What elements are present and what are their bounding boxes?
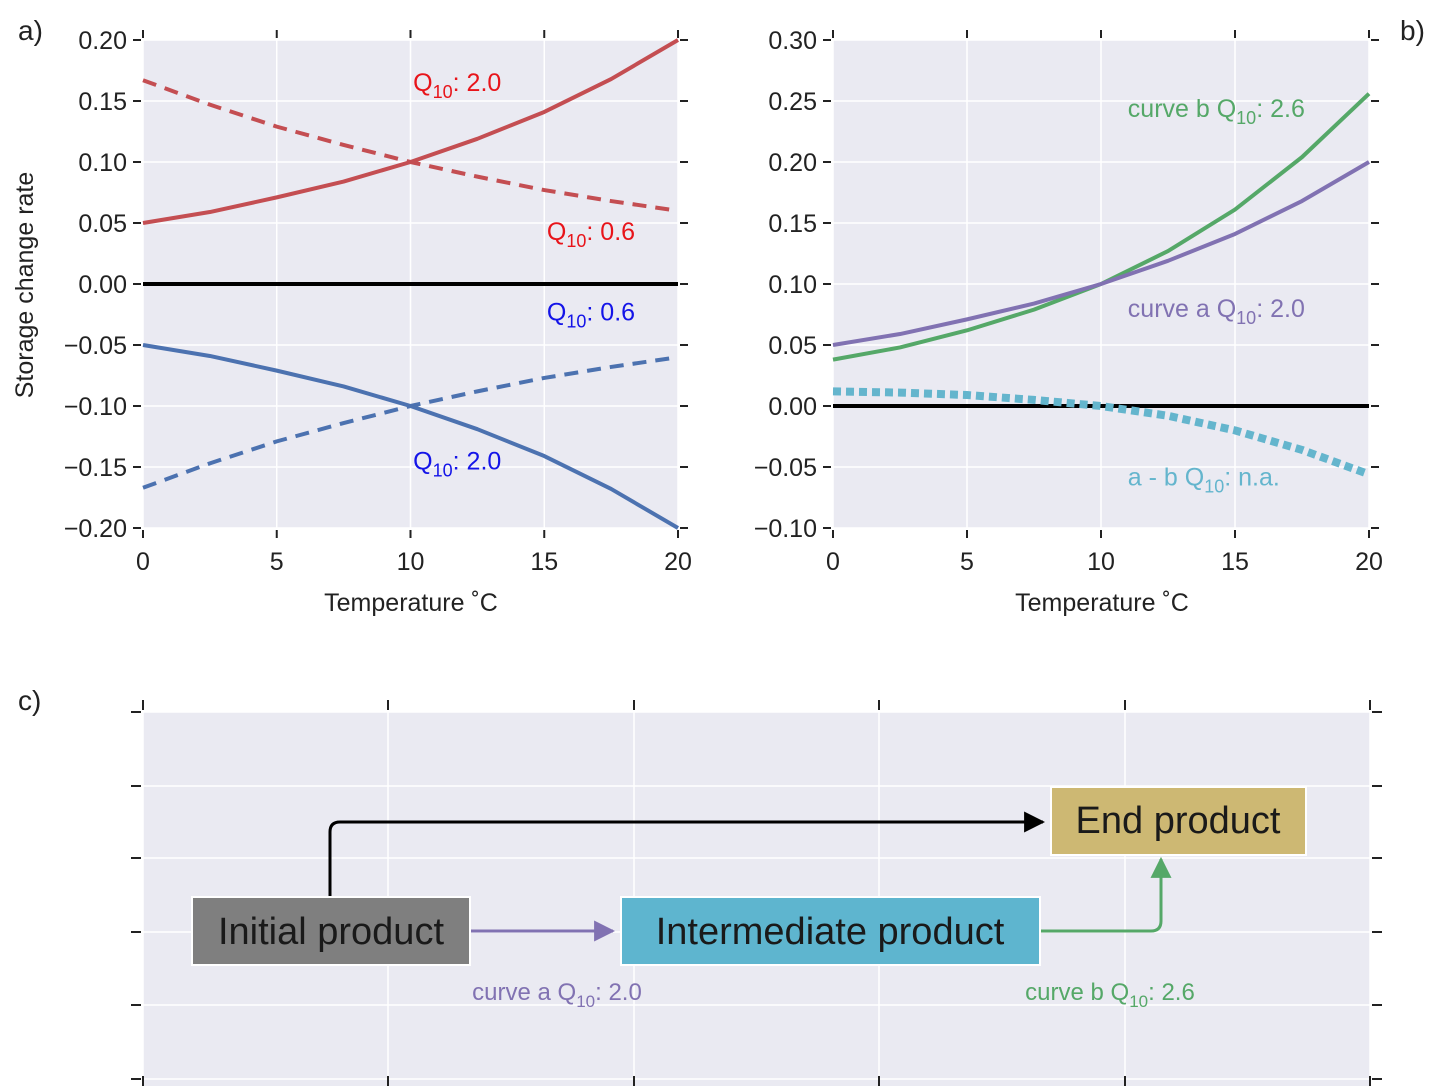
annotation-subscript: 10 (1236, 108, 1256, 128)
edge-label-b-suffix: : 2.6 (1148, 979, 1195, 1006)
annotation-prefix: Q (413, 447, 432, 475)
y-tick-label: 0.10 (768, 271, 817, 299)
initial-product-label: Initial product (218, 911, 444, 953)
panel-c-ticks (131, 700, 1382, 1086)
y-tick-label: 0.00 (78, 271, 127, 299)
annotation-suffix: : 2.0 (453, 69, 502, 97)
x-tick-label: 0 (826, 548, 840, 576)
y-tick-label: −0.10 (754, 515, 817, 543)
panel-b-plot (832, 92, 1371, 479)
annotation-prefix: curve b Q (1128, 95, 1236, 123)
panel-label-b: b) (1400, 15, 1425, 46)
arrow-initial-to-end (328, 811, 1046, 896)
edge-label-a-prefix: curve a Q (472, 979, 576, 1006)
series-line-blue-dashed (142, 355, 679, 490)
panel-b-ticks: 0 5 10 15 20 0.30 0.25 0.20 0.15 0.10 0.05 0.00 −0.0… (754, 27, 1383, 576)
intermediate-product-box (620, 896, 1041, 966)
x-tick-label: 10 (397, 548, 425, 576)
panel-label-a: a) (18, 15, 43, 46)
annotation-prefix: Q (547, 218, 566, 246)
annotation-suffix: : 2.0 (1256, 295, 1305, 323)
panel-c-diagram: Initial product Intermediate product End… (131, 700, 1382, 1086)
edge-label-a-suffix: : 2.0 (595, 979, 642, 1006)
series-annotation: Q10: 0.6 (547, 299, 635, 332)
initial-product-box (191, 896, 471, 966)
annotation-suffix: : 0.6 (586, 299, 635, 327)
annotation-subscript: 10 (433, 460, 453, 480)
panel-a-xlabel: Temperature ˚C (324, 589, 498, 617)
annotation-subscript: 10 (433, 82, 453, 102)
panel-label-c: c) (18, 685, 41, 716)
series-annotation: curve a Q10: 2.0 (1128, 295, 1305, 328)
y-tick-label: 0.20 (768, 149, 817, 177)
panel-b: 0 5 10 15 20 0.30 0.25 0.20 0.15 0.10 0.05 0.00 −0.0… (754, 27, 1383, 617)
annotation-suffix: : n.a. (1224, 463, 1280, 491)
x-tick-label: 15 (530, 548, 558, 576)
y-tick-label: 0.25 (768, 88, 817, 116)
series-annotation: Q10: 2.0 (413, 69, 501, 102)
y-tick-label: 0.20 (78, 27, 127, 55)
y-tick-label: 0.15 (78, 88, 127, 116)
edge-label-b-prefix: curve b Q (1025, 979, 1129, 1006)
panel-a: 0 5 10 15 20 0.20 0.15 0.10 0.05 0.00 −0.05 −0.10 −0… (11, 27, 692, 617)
end-product-label: End product (1076, 800, 1281, 842)
y-tick-label: 0.10 (78, 149, 127, 177)
annotation-subscript: 10 (566, 312, 586, 332)
annotation-subscript: 10 (1236, 308, 1256, 328)
series-line-purple-solid (832, 160, 1371, 347)
series-annotation: curve b Q10: 2.6 (1128, 95, 1305, 128)
edge-label-b-sub: 10 (1129, 992, 1148, 1011)
x-tick-label: 5 (960, 548, 974, 576)
arrow-intermediate-to-end (1040, 856, 1172, 933)
y-tick-label: 0.05 (768, 332, 817, 360)
annotation-suffix: : 2.0 (453, 447, 502, 475)
y-tick-label: −0.05 (64, 332, 127, 360)
x-tick-label: 20 (664, 548, 692, 576)
y-tick-label: 0.15 (768, 210, 817, 238)
y-tick-label: 0.30 (768, 27, 817, 55)
y-tick-label: −0.15 (64, 454, 127, 482)
panel-a-ticks: 0 5 10 15 20 0.20 0.15 0.10 0.05 0.00 −0.05 −0.10 −0… (64, 27, 692, 576)
intermediate-product-label: Intermediate product (656, 911, 1005, 953)
edge-label-b: curve b Q10: 2.6 (1025, 979, 1195, 1011)
y-tick-label: 0.05 (78, 210, 127, 238)
annotation-prefix: curve a Q (1128, 295, 1236, 323)
annotation-prefix: Q (547, 299, 566, 327)
panel-a-plot (142, 38, 680, 530)
y-tick-label: −0.05 (754, 454, 817, 482)
x-tick-label: 20 (1355, 548, 1383, 576)
end-product-box (1050, 786, 1307, 856)
annotation-prefix: a - b Q (1128, 463, 1204, 491)
y-tick-label: 0.00 (768, 393, 817, 421)
y-tick-label: −0.10 (64, 393, 127, 421)
annotation-subscript: 10 (1204, 476, 1224, 496)
panel-a-ylabel: Storage change rate (11, 172, 39, 399)
x-tick-label: 0 (136, 548, 150, 576)
series-line-red-dashed (142, 78, 679, 213)
series-annotation: Q10: 2.0 (413, 447, 501, 480)
x-tick-label: 5 (270, 548, 284, 576)
x-tick-label: 10 (1087, 548, 1115, 576)
annotation-suffix: : 2.6 (1256, 95, 1305, 123)
y-tick-label: −0.20 (64, 515, 127, 543)
x-tick-label: 15 (1221, 548, 1249, 576)
edge-label-a: curve a Q10: 2.0 (472, 979, 642, 1011)
panel-b-xlabel: Temperature ˚C (1015, 589, 1189, 617)
annotation-prefix: Q (413, 69, 432, 97)
annotation-subscript: 10 (566, 231, 586, 251)
series-annotation: a - b Q10: n.a. (1128, 463, 1280, 496)
annotation-suffix: : 0.6 (586, 218, 635, 246)
edge-label-a-sub: 10 (576, 992, 595, 1011)
series-annotation: Q10: 0.6 (547, 218, 635, 251)
